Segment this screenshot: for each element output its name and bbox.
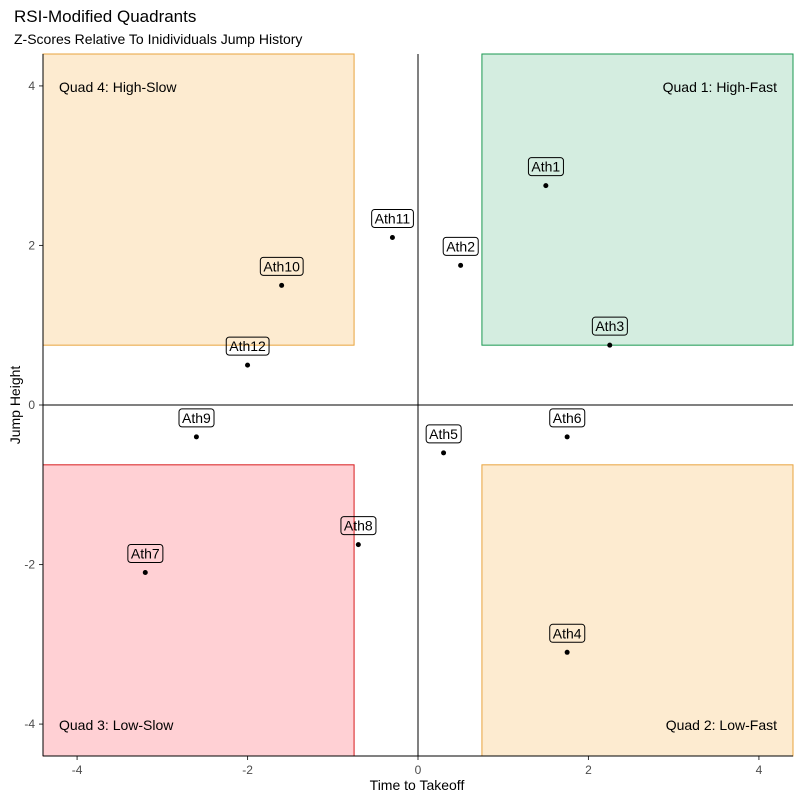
point-label-group: Ath9: [178, 408, 215, 428]
quadrant-label: Quad 1: High-Fast: [663, 79, 777, 95]
point-label: Ath7: [131, 546, 160, 562]
point-label-group: Ath6: [549, 408, 586, 428]
data-point: [607, 342, 613, 348]
data-point: [441, 450, 447, 456]
point-label-group: Ath4: [549, 623, 586, 643]
point-label-group: Ath12: [225, 336, 270, 356]
chart-title: RSI-Modified Quadrants: [14, 7, 196, 26]
x-tick-label: -4: [72, 763, 83, 777]
point-label-box: [225, 336, 270, 356]
plot-area: Quad 1: High-Fast Quad 2: Low-Fast Quad 3:…: [24, 53, 794, 777]
y-tick-label: -2: [24, 558, 35, 572]
y-tick-label: 2: [28, 238, 35, 252]
point-label-box: [127, 544, 164, 564]
data-point: [543, 183, 549, 189]
point-label-box: [591, 316, 628, 336]
quadrant-rect: [481, 53, 794, 346]
y-tick-label: 0: [28, 398, 35, 412]
x-tick-label: -2: [242, 763, 253, 777]
quadrant-label: Quad 4: High-Slow: [59, 79, 177, 95]
point-label-box: [178, 408, 215, 428]
point-label: Ath2: [446, 238, 475, 254]
point-label-group: Ath7: [127, 544, 164, 564]
point-label: Ath3: [595, 318, 624, 334]
point-label-group: Ath10: [259, 256, 304, 276]
point-label-box: [527, 157, 564, 177]
data-point: [142, 570, 148, 576]
data-point: [458, 262, 464, 268]
point-label: Ath4: [553, 625, 582, 641]
quadrant-rect: [481, 464, 794, 757]
point-label: Ath11: [375, 210, 411, 226]
quadrant-label: Quad 2: Low-Fast: [666, 717, 777, 733]
y-tick-label: 4: [28, 79, 35, 93]
data-point: [279, 282, 285, 288]
quadrant-label: Quad 3: Low-Slow: [59, 717, 174, 733]
data-point: [355, 542, 361, 548]
point-label: Ath12: [229, 338, 266, 354]
point-label: Ath10: [263, 258, 300, 274]
data-point: [564, 434, 570, 440]
point-label-group: Ath2: [442, 236, 479, 256]
point-label-box: [340, 516, 377, 536]
quadrant-rect: [42, 464, 355, 757]
point-label: Ath6: [553, 410, 582, 426]
quadrant-rect: [42, 53, 355, 346]
point-label-group: Ath1: [527, 157, 564, 177]
point-label: Ath9: [182, 410, 211, 426]
point-label: Ath5: [429, 426, 458, 442]
point-label-box: [425, 424, 462, 444]
point-label: Ath8: [344, 518, 373, 534]
y-tick-label: -4: [24, 717, 35, 731]
x-axis-title: Time to Takeoff: [370, 777, 465, 793]
point-label-box: [259, 256, 304, 276]
point-label-group: Ath5: [425, 424, 462, 444]
x-tick-label: 2: [585, 763, 592, 777]
data-point: [193, 434, 199, 440]
point-label-group: Ath11: [371, 208, 414, 228]
point-label-box: [549, 623, 586, 643]
data-point: [389, 234, 395, 240]
point-label-group: Ath8: [340, 516, 377, 536]
point-label-group: Ath3: [591, 316, 628, 336]
chart-subtitle: Z-Scores Relative To Inidividuals Jump H…: [14, 31, 302, 47]
point-label-box: [442, 236, 479, 256]
point-label-box: [549, 408, 586, 428]
point-label-box: [371, 208, 414, 228]
data-point: [245, 362, 251, 368]
y-axis-title: Jump Height: [7, 366, 23, 445]
point-label: Ath1: [531, 159, 560, 175]
data-point: [564, 649, 570, 655]
x-tick-label: 4: [756, 763, 763, 777]
x-tick-label: 0: [415, 763, 422, 777]
